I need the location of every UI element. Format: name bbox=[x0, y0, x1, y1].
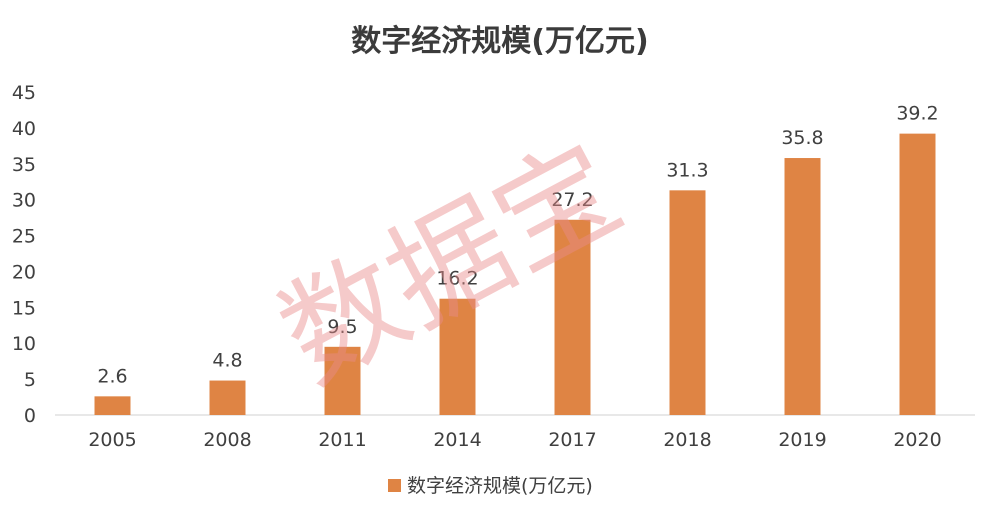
x-tick-label: 2019 bbox=[778, 429, 826, 451]
data-label: 39.2 bbox=[896, 103, 938, 125]
y-tick-label: 5 bbox=[24, 369, 36, 391]
bar bbox=[324, 346, 361, 415]
data-label: 2.6 bbox=[97, 365, 127, 387]
bar bbox=[94, 396, 131, 415]
bar bbox=[784, 158, 821, 415]
bar bbox=[669, 190, 706, 415]
x-tick-label: 2008 bbox=[203, 429, 251, 451]
x-tick-label: 2011 bbox=[318, 429, 366, 451]
bars bbox=[94, 133, 936, 415]
y-tick-label: 10 bbox=[12, 333, 36, 355]
y-tick-label: 40 bbox=[12, 118, 36, 140]
bar bbox=[209, 380, 246, 415]
x-tick-label: 2018 bbox=[663, 429, 711, 451]
bar bbox=[554, 219, 591, 415]
data-label: 4.8 bbox=[212, 350, 242, 372]
legend-swatch bbox=[388, 479, 401, 492]
legend: 数字经济规模(万亿元) bbox=[388, 475, 593, 497]
data-label: 9.5 bbox=[327, 316, 357, 338]
data-label: 31.3 bbox=[666, 159, 708, 181]
legend-label: 数字经济规模(万亿元) bbox=[407, 475, 593, 497]
x-tick-label: 2005 bbox=[88, 429, 136, 451]
bar bbox=[439, 298, 476, 415]
data-labels: 2.6 4.8 9.5 16.2 27.2 31.3 35.8 39.2 bbox=[97, 103, 938, 388]
bar bbox=[899, 133, 936, 415]
x-tick-label: 2014 bbox=[433, 429, 481, 451]
y-tick-label: 30 bbox=[12, 190, 36, 212]
x-tick-label: 2017 bbox=[548, 429, 596, 451]
y-tick-label: 25 bbox=[12, 226, 36, 248]
chart-title: 数字经济规模(万亿元) bbox=[351, 24, 648, 59]
y-axis: 0 5 10 15 20 25 30 35 40 45 bbox=[12, 82, 36, 427]
y-tick-label: 20 bbox=[12, 261, 36, 283]
x-axis: 2005 2008 2011 2014 2017 2018 2019 2020 bbox=[88, 429, 941, 451]
y-tick-label: 15 bbox=[12, 297, 36, 319]
x-tick-label: 2020 bbox=[893, 429, 941, 451]
y-tick-label: 35 bbox=[12, 154, 36, 176]
data-label: 27.2 bbox=[551, 189, 593, 211]
y-tick-label: 45 bbox=[12, 82, 36, 104]
data-label: 16.2 bbox=[436, 268, 478, 290]
data-label: 35.8 bbox=[781, 127, 823, 149]
y-tick-label: 0 bbox=[24, 405, 36, 427]
